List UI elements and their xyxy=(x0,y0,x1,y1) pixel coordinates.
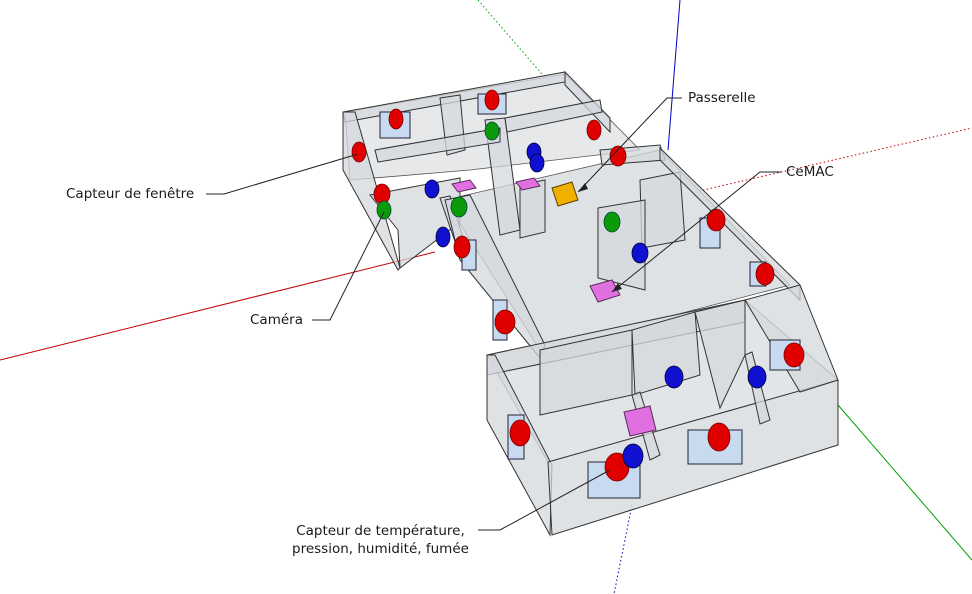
red-sensor xyxy=(494,309,516,335)
cameras xyxy=(376,121,621,233)
blue-sensors xyxy=(424,142,767,469)
red-axis xyxy=(0,251,436,361)
cemac-box xyxy=(451,179,477,193)
red-sensor xyxy=(509,419,531,447)
red-sensor xyxy=(755,262,775,286)
red-sensors xyxy=(351,89,805,482)
label-gateway: Passerelle xyxy=(688,90,756,106)
label-window-sensor: Capteur de fenêtre xyxy=(66,186,195,202)
blue-sensor xyxy=(747,365,767,389)
camera-green xyxy=(450,196,468,218)
red-sensor xyxy=(783,342,805,368)
label-env-sensor: Capteur de température, pression, humidi… xyxy=(292,522,469,558)
blue-sensor xyxy=(529,153,545,173)
red-sensor xyxy=(609,145,627,167)
red-sensor xyxy=(586,119,602,141)
label-env-sensor-line2: pression, humidité, fumée xyxy=(292,541,469,557)
gateway-box xyxy=(551,181,579,207)
label-camera: Caméra xyxy=(250,312,303,328)
leader-env-sensor xyxy=(478,469,611,531)
blue-axis xyxy=(667,0,681,151)
cemac-units xyxy=(451,177,657,437)
blue-sensor xyxy=(424,179,440,199)
blue-axis-dotted xyxy=(613,504,633,594)
wall xyxy=(639,171,686,249)
label-cemac: CeMAC xyxy=(786,164,834,180)
red-sensor xyxy=(484,89,500,111)
red-sensor xyxy=(706,208,726,232)
blue-sensor xyxy=(631,242,649,264)
cemac-box xyxy=(515,177,541,191)
label-env-sensor-line1: Capteur de température, xyxy=(296,523,465,539)
leader-gateway xyxy=(577,97,682,193)
red-sensor xyxy=(351,141,367,163)
wall xyxy=(504,99,603,133)
leader-cemac xyxy=(611,171,782,293)
camera-green xyxy=(484,121,500,141)
wall xyxy=(369,177,461,269)
arrow-cemac xyxy=(612,283,622,292)
red-sensor xyxy=(388,108,404,130)
leader-window-sensor xyxy=(206,153,359,195)
green-axis xyxy=(837,404,972,561)
camera-green xyxy=(376,200,392,220)
arrow-gateway xyxy=(578,183,588,192)
red-sensor xyxy=(453,235,471,259)
arrow-heads xyxy=(578,183,622,292)
blue-sensor xyxy=(435,226,451,248)
blue-sensor xyxy=(622,443,644,469)
red-sensor xyxy=(707,422,731,452)
blue-sensor xyxy=(664,365,684,389)
red-axis-dotted xyxy=(659,127,972,201)
leader-lines xyxy=(206,97,782,531)
camera-green xyxy=(603,211,621,233)
cemac-box xyxy=(623,405,657,437)
cemac-box xyxy=(589,279,621,303)
wall xyxy=(374,127,501,163)
leader-camera xyxy=(312,211,385,321)
